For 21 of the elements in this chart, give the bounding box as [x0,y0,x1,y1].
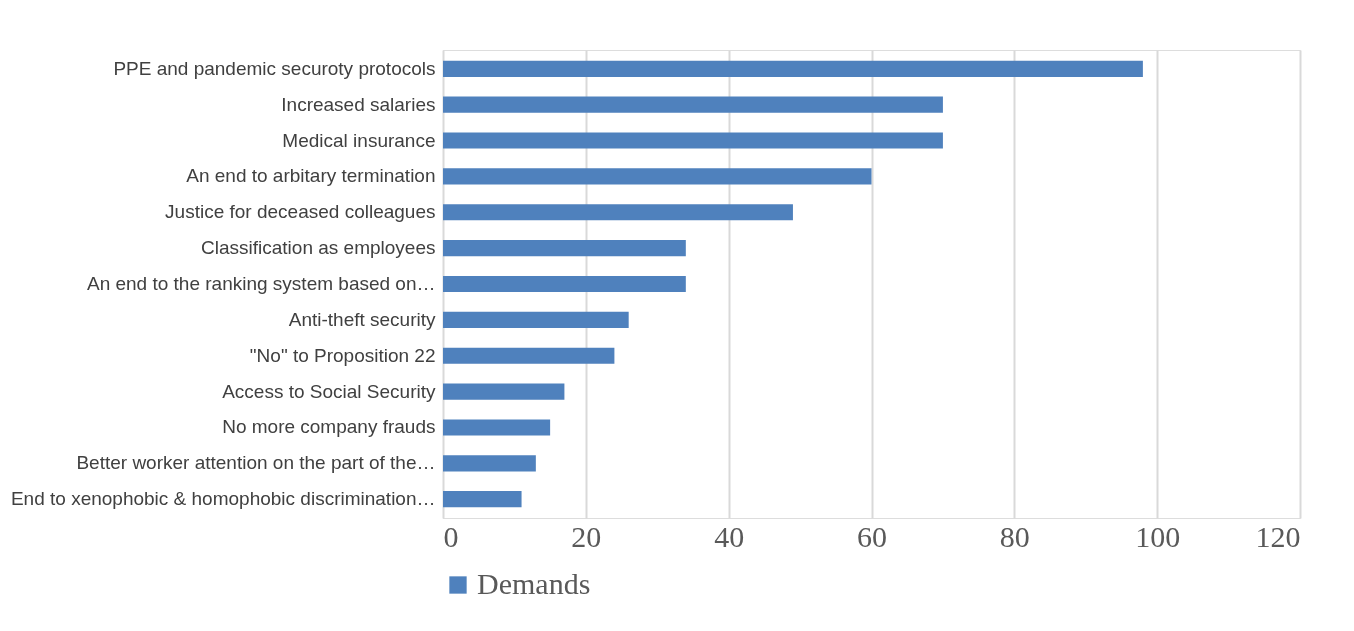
x-tick-label: 0 [443,519,459,553]
y-tick-label: Access to Social Security [222,380,436,402]
x-tick-label: 40 [714,519,745,553]
x-tick-label: 80 [999,519,1030,553]
y-tick-label: An end to arbitary termination [186,165,436,187]
y-tick-label: Classification as employees [201,237,436,259]
y-tick-label: Increased salaries [281,93,436,115]
y-tick-label: PPE and pandemic securoty protocols [113,57,436,79]
x-tick-label: 100 [1135,519,1181,553]
y-tick-label: End to xenophobic & homophobic discrimination… [10,488,436,510]
legend-label: Demands [477,567,591,600]
y-tick-label: Anti-theft security [288,308,436,330]
y-tick-label: Justice for deceased colleagues [165,201,436,223]
y-tick-label: No more company frauds [222,416,436,438]
x-tick-label: 60 [857,519,887,553]
y-tick-label: Better worker attention on the part of the… [76,452,436,474]
x-tick-label: 20 [571,519,602,553]
y-tick-label: "No" to Proposition 22 [249,344,436,366]
x-tick-label: 120 [1255,519,1301,553]
y-tick-label: Medical insurance [282,129,436,151]
y-tick-label: An end to the ranking system based on… [86,273,436,294]
